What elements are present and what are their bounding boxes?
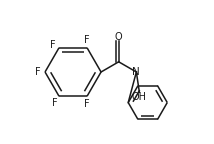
Text: O: O [115,32,122,42]
Text: F: F [35,67,40,77]
Text: N: N [132,67,140,77]
Text: OH: OH [132,92,147,102]
Text: F: F [84,98,90,109]
Text: F: F [52,98,57,108]
Text: F: F [84,35,90,46]
Text: F: F [50,39,55,50]
